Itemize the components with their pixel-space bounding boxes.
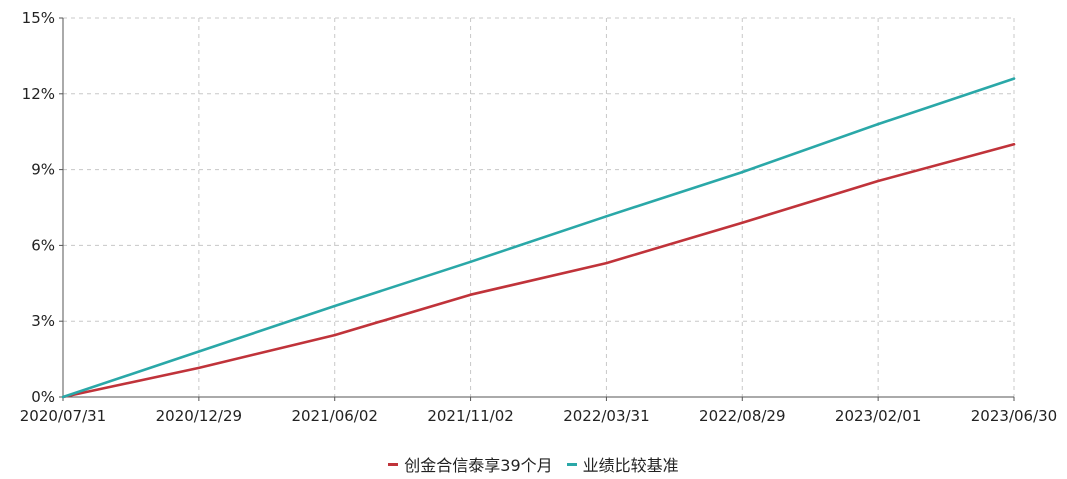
y-tick-label: 3% [31, 312, 55, 330]
series-line-0 [61, 143, 1016, 399]
series-0-point [605, 261, 608, 265]
x-tick-label: 2021/06/02 [291, 407, 377, 425]
series-1-point [61, 395, 65, 399]
x-tick-label: 2023/02/01 [835, 407, 921, 425]
x-tick-label: 2022/08/29 [699, 407, 785, 425]
legend-swatch-benchmark [566, 462, 577, 466]
series-1-point [876, 122, 880, 126]
x-tick-label: 2021/11/02 [427, 407, 513, 425]
legend-swatch-fund [388, 462, 399, 466]
x-tick-label: 2022/03/31 [563, 407, 649, 425]
series-1-point [1012, 77, 1016, 80]
legend-item-benchmark[interactable]: 业绩比较基准 [566, 452, 679, 476]
series-0-point [1012, 143, 1016, 146]
legend-label-benchmark: 业绩比较基准 [582, 456, 679, 475]
series-1-point [741, 170, 744, 174]
legend: 创金合信泰享39个月 业绩比较基准 [0, 452, 1067, 476]
series-1-point [605, 215, 608, 218]
x-tick-label: 2020/07/31 [20, 407, 106, 425]
legend-label-fund: 创金合信泰享39个月 [404, 456, 553, 475]
series-line-1 [61, 77, 1016, 399]
x-tick-label: 2020/12/29 [156, 407, 242, 425]
series-0-point [876, 179, 880, 183]
y-tick-label: 6% [31, 236, 55, 254]
y-tick-label: 12% [22, 85, 55, 103]
y-tick-label: 15% [22, 9, 55, 27]
series-1-point [197, 350, 201, 353]
series-0-point [197, 366, 201, 370]
series-0-point [333, 333, 336, 337]
series-1-point [469, 260, 472, 264]
series-0-point [741, 221, 744, 224]
x-tick-label: 2023/06/30 [971, 407, 1057, 425]
series-1-point [333, 304, 336, 308]
y-tick-label: 0% [31, 388, 55, 406]
series-0-point [469, 293, 472, 296]
y-tick-label: 9% [31, 161, 55, 179]
legend-item-fund[interactable]: 创金合信泰享39个月 [388, 452, 553, 476]
